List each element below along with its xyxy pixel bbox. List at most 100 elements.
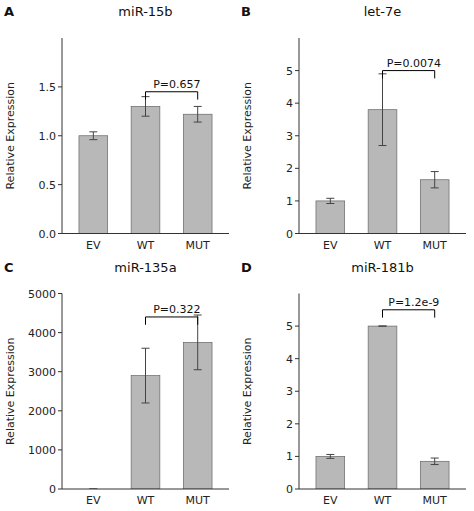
- error-cap: [194, 369, 202, 370]
- error-cap: [194, 106, 202, 107]
- y-axis-label: Relative Expression: [241, 82, 254, 190]
- error-cap: [326, 203, 334, 204]
- bar: [316, 201, 345, 234]
- y-axis-label: Relative Expression: [4, 337, 17, 445]
- error-stem: [330, 198, 331, 203]
- error-cap: [89, 131, 97, 132]
- x-tick-label: EV: [86, 239, 101, 252]
- y-tick: [295, 103, 299, 104]
- error-bar: [326, 454, 334, 458]
- bars: [89, 315, 212, 489]
- error-cap: [326, 458, 334, 459]
- title: miR-135a: [114, 260, 176, 275]
- bracket-line: [383, 310, 435, 318]
- y-tick-label: 1: [286, 450, 293, 463]
- y-tick-label: 2: [286, 162, 293, 175]
- y-tick-label: 5: [286, 65, 293, 78]
- panel-label: C: [4, 260, 14, 275]
- error-stem: [382, 74, 383, 146]
- x-tick-label: EV: [323, 239, 338, 252]
- error-bar: [326, 198, 334, 203]
- bars: [316, 326, 449, 489]
- title: let-7e: [364, 4, 402, 19]
- error-cap: [431, 464, 439, 465]
- significance-bracket: [146, 317, 198, 325]
- x-tick-label: EV: [323, 494, 338, 507]
- significance-bracket: [383, 310, 435, 318]
- y-tick: [295, 135, 299, 136]
- x-tick-label: WT: [137, 239, 155, 252]
- error-cap: [142, 116, 150, 117]
- y-tick: [295, 233, 299, 234]
- significance-bracket: [383, 71, 435, 79]
- y-tick-label: 5: [286, 320, 293, 333]
- error-stem: [197, 106, 198, 122]
- panel-label: A: [4, 4, 14, 19]
- x-tick-label: MUT: [423, 239, 448, 252]
- error-cap: [431, 187, 439, 188]
- error-cap: [379, 326, 387, 327]
- y-tick-label: 3000: [28, 366, 56, 379]
- error-bar: [89, 132, 97, 140]
- error-cap: [326, 454, 334, 455]
- panel: 010002000300040005000EVWTMUTRelative Exp…: [4, 260, 229, 508]
- y-tick-label: 4: [286, 97, 293, 110]
- bars: [316, 74, 449, 234]
- y-tick: [58, 184, 62, 185]
- bar: [420, 180, 449, 234]
- bracket-line: [383, 71, 435, 79]
- error-stem: [145, 348, 146, 403]
- bar: [368, 326, 397, 489]
- p-value: P=1.2e-9: [388, 296, 439, 309]
- y-tick: [58, 135, 62, 136]
- y-tick: [295, 423, 299, 424]
- figure: 0.00.51.01.5EVWTMUTRelative Expressionmi…: [0, 0, 474, 511]
- x-tick-label: WT: [137, 494, 155, 507]
- error-bar: [379, 326, 387, 327]
- y-tick-label: 5000: [28, 288, 56, 301]
- title: miR-181b: [351, 260, 414, 275]
- y-tick-label: 4000: [28, 327, 56, 340]
- bar: [420, 461, 449, 489]
- error-stem: [434, 172, 435, 188]
- y-tick-label: 3: [286, 385, 293, 398]
- y-axis-line: [62, 294, 63, 490]
- bracket-line: [146, 317, 198, 325]
- y-tick-label: 4: [286, 353, 293, 366]
- y-tick: [58, 410, 62, 411]
- y-tick-label: 0: [286, 483, 293, 496]
- y-tick: [58, 86, 62, 87]
- x-axis-line: [299, 233, 466, 234]
- error-stem: [145, 97, 146, 117]
- title: miR-15b: [118, 4, 172, 19]
- x-tick-label: MUT: [423, 494, 448, 507]
- y-tick: [295, 391, 299, 392]
- panel-label: D: [241, 260, 252, 275]
- error-cap: [326, 198, 334, 199]
- bars: [79, 97, 212, 234]
- p-value: P=0.322: [153, 303, 200, 316]
- y-tick-label: 0: [286, 228, 293, 241]
- error-bar: [142, 97, 150, 117]
- x-tick-label: WT: [374, 494, 392, 507]
- y-tick: [58, 489, 62, 490]
- error-stem: [93, 132, 94, 140]
- error-bar: [194, 106, 202, 122]
- y-tick: [295, 70, 299, 71]
- panel: 012345EVWTMUTRelative ExpressionmiR-181b…: [241, 260, 466, 508]
- x-tick-label: MUT: [186, 239, 211, 252]
- y-tick: [295, 456, 299, 457]
- error-cap: [142, 348, 150, 349]
- y-tick: [295, 326, 299, 327]
- bar: [79, 136, 108, 234]
- y-tick: [58, 371, 62, 372]
- panel-label: B: [241, 4, 251, 19]
- y-tick-label: 2: [286, 418, 293, 431]
- y-tick-label: 1.5: [39, 81, 57, 94]
- y-tick-label: 0.5: [39, 179, 57, 192]
- error-stem: [330, 454, 331, 458]
- error-cap: [142, 402, 150, 403]
- error-cap: [431, 171, 439, 172]
- y-axis-label: Relative Expression: [4, 82, 17, 190]
- p-value: P=0.657: [153, 78, 200, 91]
